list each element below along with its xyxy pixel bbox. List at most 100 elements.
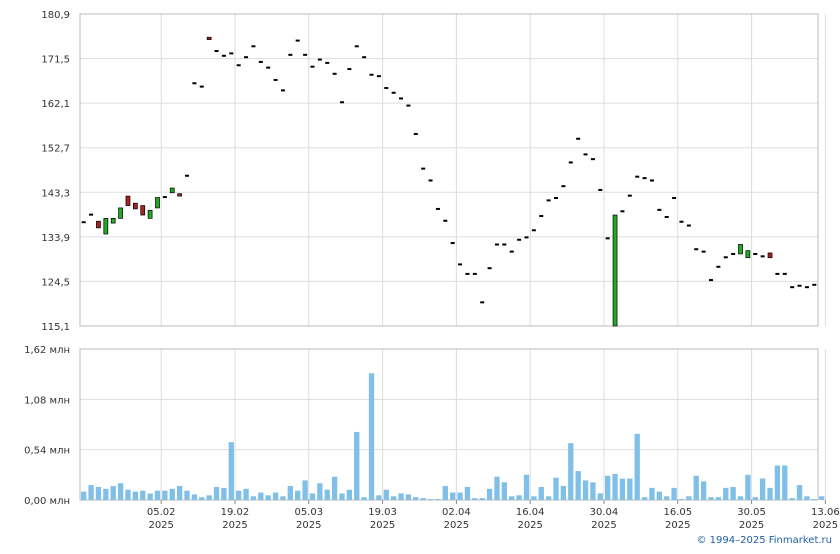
candle [288, 53, 293, 56]
volume-bar [767, 487, 773, 500]
candle [487, 267, 492, 270]
volume-bar [531, 496, 537, 500]
x-tick-year-label: 2025 [444, 520, 469, 531]
candle [347, 68, 352, 71]
candle [192, 82, 197, 85]
volume-bar [597, 493, 603, 500]
candle [731, 252, 736, 255]
volume-bar [361, 497, 367, 500]
candle [362, 56, 367, 59]
copyright-text: © 1994–2025 Finmarket.ru [696, 535, 832, 546]
candle [214, 50, 219, 53]
x-tick-year-label: 2025 [148, 520, 173, 531]
candle [664, 215, 669, 218]
volume-bar [811, 499, 817, 500]
volume-bar [641, 497, 648, 500]
volume-bar [649, 487, 655, 500]
candle [162, 196, 167, 199]
volume-panel-frame [79, 348, 819, 501]
volume-bar [169, 488, 175, 500]
candle [435, 207, 440, 210]
volume-bar [516, 495, 522, 500]
candle [266, 66, 271, 69]
candle [325, 61, 330, 64]
volume-bar [236, 490, 242, 500]
volume-bar [390, 496, 397, 500]
candle [716, 265, 721, 268]
volume-bar [206, 495, 212, 500]
volume-bar [457, 492, 463, 500]
candle [244, 56, 249, 59]
x-tick-date-label: 19.03 [368, 507, 397, 518]
volume-bar [759, 478, 766, 500]
volume-bar [420, 498, 426, 500]
candle [657, 208, 662, 211]
candle [642, 177, 647, 180]
candle [472, 272, 477, 275]
candle [413, 133, 418, 136]
candle [155, 197, 160, 209]
x-tick-date-label: 13.06 [811, 507, 840, 518]
price-y-tick-label: 115,1 [41, 322, 70, 333]
volume-bar [354, 431, 360, 500]
candle [185, 174, 190, 177]
candle [81, 221, 86, 224]
volume-bar [678, 499, 685, 500]
candle [399, 97, 404, 100]
volume-bar [125, 489, 131, 500]
candle [96, 220, 101, 229]
x-tick-date-label: 16.05 [663, 507, 692, 518]
candle [568, 161, 573, 164]
x-tick-year-label: 2025 [370, 520, 395, 531]
candle [89, 213, 94, 216]
candle [258, 60, 263, 63]
volume-bar [243, 488, 249, 500]
candle [295, 39, 300, 42]
volume-bar [627, 478, 633, 500]
candle [686, 224, 691, 227]
candle [303, 53, 308, 56]
candle [812, 283, 817, 286]
volume-bar [612, 473, 618, 500]
volume-bar [782, 465, 788, 500]
volume-bar [664, 496, 670, 500]
candle [627, 194, 632, 197]
candle [317, 58, 322, 61]
volume-bar [796, 485, 803, 500]
x-tick-year-label: 2025 [665, 520, 690, 531]
candle [760, 255, 765, 258]
candle [236, 64, 241, 67]
candle [221, 54, 226, 57]
x-tick-year-label: 2025 [296, 520, 321, 531]
candle [169, 187, 175, 194]
x-tick-date-label: 16.04 [516, 507, 545, 518]
candle [206, 36, 212, 40]
candle [694, 248, 699, 251]
volume-bar [450, 492, 456, 500]
volume-bar [132, 491, 139, 500]
candle [443, 219, 448, 222]
candle [369, 73, 374, 76]
candle [672, 197, 677, 200]
candle [561, 185, 566, 188]
x-tick-year-label: 2025 [222, 520, 247, 531]
price-y-tick-label: 171,5 [41, 55, 70, 66]
volume-bar [723, 487, 729, 500]
volume-bar [184, 490, 190, 500]
candle [354, 45, 359, 48]
price-y-tick-label: 133,9 [41, 233, 70, 244]
volume-bar [191, 494, 198, 500]
volume-bar [560, 486, 567, 500]
price-y-tick-label: 162,1 [41, 99, 70, 110]
price-panel-frame [79, 13, 819, 327]
candle [147, 209, 153, 219]
candle [465, 272, 470, 275]
candle [502, 243, 507, 246]
volume-bar [523, 474, 530, 500]
candle [339, 101, 344, 104]
x-tick-date-label: 30.05 [737, 507, 766, 518]
volume-bar [147, 493, 153, 500]
candle [546, 199, 551, 202]
candle [140, 205, 146, 216]
